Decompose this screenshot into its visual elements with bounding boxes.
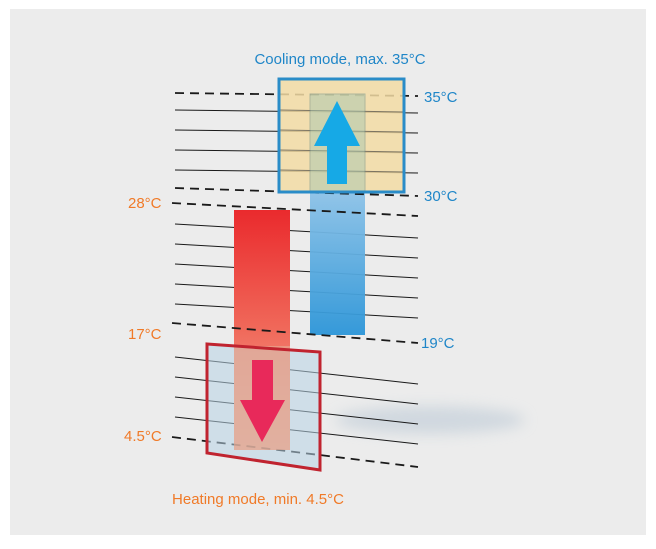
cooling-box-border [277, 77, 406, 194]
temp-label-4-5: 4.5°C [124, 428, 162, 445]
temp-label-35: 35°C [424, 89, 458, 106]
soft-shadow [335, 406, 525, 434]
temp-label-19: 19°C [421, 335, 455, 352]
temp-label-30: 30°C [424, 188, 458, 205]
middle-grid-lines [174, 223, 419, 319]
heating-box-border [205, 342, 322, 472]
cooling-range-bar [310, 190, 365, 335]
cooling-up-arrow [314, 101, 360, 184]
temp-label-28: 28°C [128, 195, 162, 212]
temp-label-17: 17°C [128, 326, 162, 343]
heating-mode-label: Heating mode, min. 4.5°C [172, 491, 344, 508]
heating-down-arrow [240, 360, 285, 442]
dashed-line-17 [171, 322, 419, 344]
dashed-line-28 [171, 202, 419, 217]
cooling-mode-label: Cooling mode, max. 35°C [254, 51, 425, 68]
